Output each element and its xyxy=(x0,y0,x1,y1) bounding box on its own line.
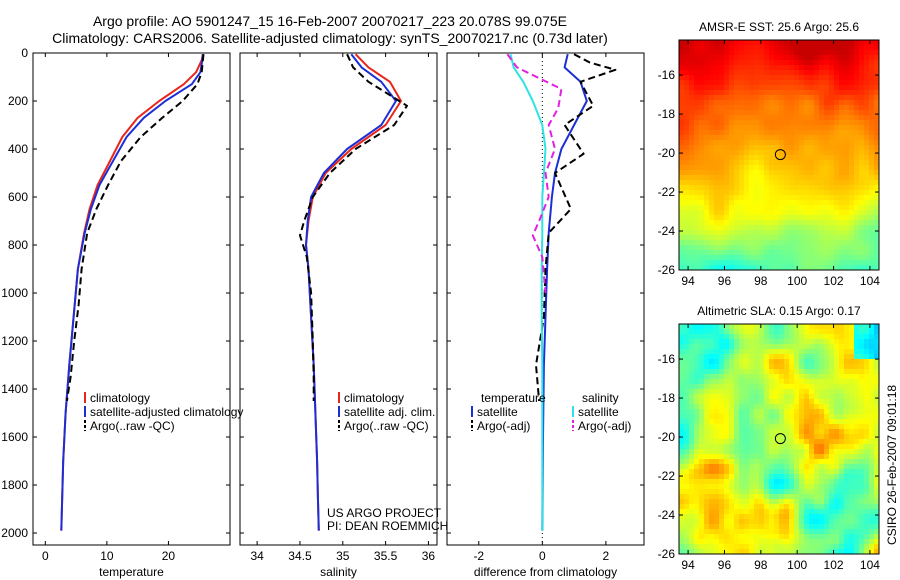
y-tick-label: 1400 xyxy=(1,382,28,396)
y-tick-label: -24 xyxy=(658,224,676,238)
y-tick-label: 800 xyxy=(8,238,28,252)
legend-label: satellite xyxy=(477,405,518,419)
difference-from-climatology-panel: -2 0 2 difference from climatology xyxy=(446,52,645,579)
series-line-climatology xyxy=(60,54,204,531)
y-tick-label: 400 xyxy=(8,142,28,156)
altimetric-sla-map-title: Altimetric SLA: 0.15 Argo: 0.17 xyxy=(697,304,861,318)
amsr-e-sst-map-frame xyxy=(678,39,880,271)
y-tick-label: 1200 xyxy=(1,334,28,348)
legend-group-title: salinity xyxy=(582,391,619,405)
argo-float-marker xyxy=(774,433,786,445)
figure-title-line2: Climatology: CARS2006. Satellite-adjuste… xyxy=(52,30,608,46)
legend-label: satellite adj. clim. xyxy=(344,405,435,419)
x-tick-label: -2 xyxy=(473,549,484,563)
x-tick-label: 35.5 xyxy=(374,549,398,563)
x-tick-label: 0 xyxy=(539,549,546,563)
y-tick-label: -16 xyxy=(658,68,676,82)
salinity-profile-panel: 34 34.5 35 35.5 36 salinity xyxy=(239,52,438,579)
amsr-e-sst-map-field xyxy=(679,40,880,271)
y-tick-label: 1600 xyxy=(1,430,28,444)
difference-from-climatology-xlabel: difference from climatology xyxy=(474,565,617,579)
altimetric-sla-map: 94 96 98 100 102 104 -16 -18 -20 -22 -24 -26 Altimet… xyxy=(658,304,881,572)
x-tick-label: 20 xyxy=(162,549,176,563)
x-tick-label: 104 xyxy=(860,274,880,288)
x-tick-label: 0 xyxy=(42,549,49,563)
x-tick-label: 98 xyxy=(754,558,768,572)
y-tick-label: 600 xyxy=(8,190,28,204)
legend-label: satellite-adjusted climatology xyxy=(90,405,243,419)
difference-legend: temperature salinitysatelliteArgo(-adj)sa… xyxy=(471,391,631,433)
legend-label: Argo(..raw -QC) xyxy=(344,419,429,433)
y-tick-label: -18 xyxy=(658,391,676,405)
salinity-profile-frame xyxy=(239,52,438,546)
series-line-temperature-argo-adj- xyxy=(535,53,617,402)
x-tick-label: 2 xyxy=(603,549,610,563)
x-tick-label: 94 xyxy=(681,558,695,572)
altimetric-sla-map-frame xyxy=(678,323,880,555)
x-tick-label: 34.5 xyxy=(288,549,312,563)
x-tick-label: 100 xyxy=(787,274,807,288)
series-line-argo-raw-qc- xyxy=(65,54,205,402)
legend-label: Argo(-adj) xyxy=(578,419,631,433)
series-line-climatology xyxy=(305,53,402,531)
y-tick-label: 200 xyxy=(8,94,28,108)
temperature-profile-frame xyxy=(32,52,231,546)
y-tick-label: -26 xyxy=(658,263,676,277)
credit-project: US ARGO PROJECT xyxy=(327,506,442,520)
y-tick-label: 1800 xyxy=(1,478,28,492)
timestamp-label: CSIRO 26-Feb-2007 09:01:18 xyxy=(885,384,899,545)
x-tick-label: 10 xyxy=(100,549,114,563)
x-tick-label: 34 xyxy=(250,549,264,563)
legend-label: satellite xyxy=(578,405,619,419)
legend-label: Argo(-adj) xyxy=(477,419,530,433)
amsr-e-sst-map: 94 96 98 100 102 104 -16 -18 -20 -22 -24 -26 AMSR-E … xyxy=(658,20,881,288)
x-tick-label: 104 xyxy=(860,558,880,572)
legend-label: climatology xyxy=(344,391,404,405)
legend-group-title: temperature xyxy=(481,391,546,405)
y-tick-label: 2000 xyxy=(1,526,28,540)
x-tick-label: 35 xyxy=(336,549,350,563)
x-tick-label: 100 xyxy=(787,558,807,572)
altimetric-sla-map-field xyxy=(679,324,880,555)
series-line-salinity-argo-adj- xyxy=(506,53,563,294)
figure-title-line1: Argo profile: AO 5901247_15 16-Feb-2007 … xyxy=(92,13,568,29)
legend-label: Argo(..raw -QC) xyxy=(90,419,175,433)
argo-float-marker xyxy=(774,149,786,161)
x-tick-label: 98 xyxy=(754,274,768,288)
salinity-profile-xlabel: salinity xyxy=(320,565,357,579)
x-tick-label: 94 xyxy=(681,274,695,288)
difference-from-climatology-frame xyxy=(446,52,645,546)
x-tick-label: 102 xyxy=(824,274,844,288)
y-tick-label: -22 xyxy=(658,185,676,199)
x-tick-label: 102 xyxy=(824,558,844,572)
x-tick-label: 36 xyxy=(422,549,436,563)
temperature-profile-panel: 0 10 2002004006008001000120014001600180020… xyxy=(1,46,231,579)
y-tick-label: -20 xyxy=(658,146,676,160)
y-tick-label: -18 xyxy=(658,107,676,121)
y-tick-label: -22 xyxy=(658,469,676,483)
series-line-argo-raw-qc- xyxy=(299,53,408,401)
y-tick-label: -20 xyxy=(658,430,676,444)
x-tick-label: 96 xyxy=(718,558,732,572)
temperature-profile-xlabel: temperature xyxy=(99,565,164,579)
y-tick-label: 1000 xyxy=(1,286,28,300)
legend-label: climatology xyxy=(90,391,150,405)
y-tick-label: -26 xyxy=(658,547,676,561)
series-line-satellite-adj-clim- xyxy=(305,53,397,531)
y-tick-label: 0 xyxy=(21,46,28,60)
x-tick-label: 96 xyxy=(718,274,732,288)
amsr-e-sst-map-title: AMSR-E SST: 25.6 Argo: 25.6 xyxy=(699,20,859,34)
series-line-salinity-satellite xyxy=(509,53,547,531)
y-tick-label: -24 xyxy=(658,508,676,522)
series-line-satellite-adjusted-climatology xyxy=(60,54,204,531)
credit-pi: PI: DEAN ROEMMICH xyxy=(327,519,449,533)
y-tick-label: -16 xyxy=(658,352,676,366)
series-line-temperature-satellite xyxy=(541,53,588,531)
